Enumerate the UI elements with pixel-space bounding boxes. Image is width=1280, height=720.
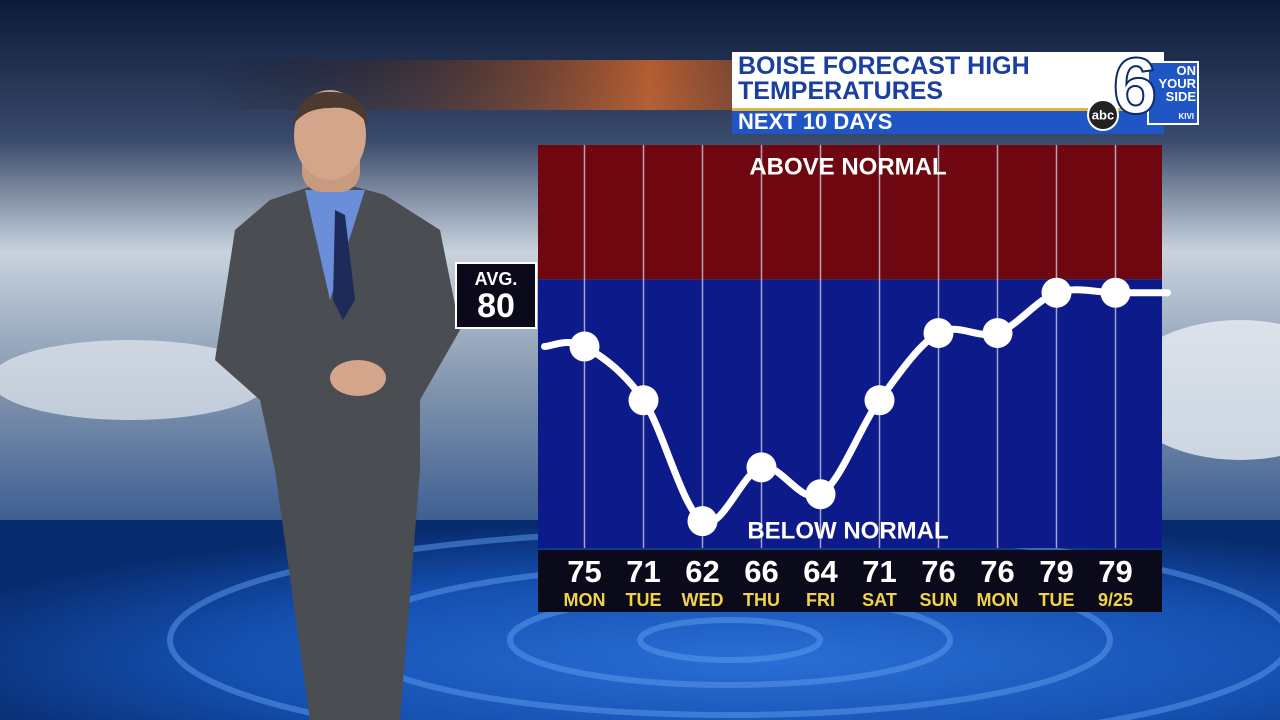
station-logo: ON YOUR SIDE KIVI 6 abc <box>1087 40 1199 131</box>
logo-channel: 6 <box>1113 41 1158 130</box>
normal-label: AVG. <box>475 269 518 289</box>
value-label: 71 <box>862 554 896 589</box>
day-label: WED <box>682 590 724 610</box>
day-label: SAT <box>862 590 897 610</box>
day-label: SUN <box>919 590 957 610</box>
temperature-point <box>628 385 659 416</box>
temperature-point <box>1100 277 1131 308</box>
value-label: 66 <box>744 554 778 589</box>
value-label: 76 <box>921 554 955 589</box>
value-label: 71 <box>626 554 660 589</box>
day-label: TUE <box>1039 590 1075 610</box>
value-label: 64 <box>803 554 838 589</box>
chart-title: BOISE FORECAST HIGH TEMPERATURES <box>738 54 1030 105</box>
temperature-point <box>569 331 600 362</box>
temperature-point <box>864 385 895 416</box>
temperature-point <box>805 479 836 510</box>
day-label: TUE <box>626 590 662 610</box>
temperature-point <box>982 318 1013 349</box>
day-label: FRI <box>806 590 835 610</box>
above-normal-zone <box>538 145 1162 280</box>
logo-slogan: ON YOUR SIDE <box>1158 64 1196 104</box>
value-label: 75 <box>567 554 601 589</box>
below-normal-zone <box>538 279 1162 548</box>
temperature-point <box>687 506 718 537</box>
title-wrap: BOISE FORECAST HIGH TEMPERATURES <box>738 54 1030 105</box>
cloud <box>0 340 270 420</box>
day-label: THU <box>743 590 780 610</box>
temperature-point <box>923 318 954 349</box>
normal-box <box>455 262 537 329</box>
day-label: MON <box>977 590 1019 610</box>
above-normal-label: ABOVE NORMAL <box>749 153 946 180</box>
normal-value: 80 <box>477 287 515 325</box>
logo-network: abc <box>1092 107 1114 122</box>
chart-subtitle: NEXT 10 DAYS <box>738 109 892 134</box>
value-label: 79 <box>1039 554 1073 589</box>
label-strip <box>538 550 1162 612</box>
day-label: MON <box>564 590 606 610</box>
title-box: BOISE FORECAST HIGH TEMPERATURES NEXT 10… <box>732 52 1164 134</box>
below-normal-label: BELOW NORMAL <box>747 517 948 544</box>
value-label: 62 <box>685 554 719 589</box>
temperature-point <box>1041 277 1072 308</box>
temperature-point <box>746 452 777 483</box>
value-label: 76 <box>980 554 1014 589</box>
presenter <box>215 90 460 720</box>
value-label: 79 <box>1098 554 1132 589</box>
slogan-wrap: ON YOUR SIDE <box>1158 64 1196 104</box>
day-label: 9/25 <box>1098 590 1133 610</box>
logo-callsign: KIVI <box>1178 112 1194 121</box>
